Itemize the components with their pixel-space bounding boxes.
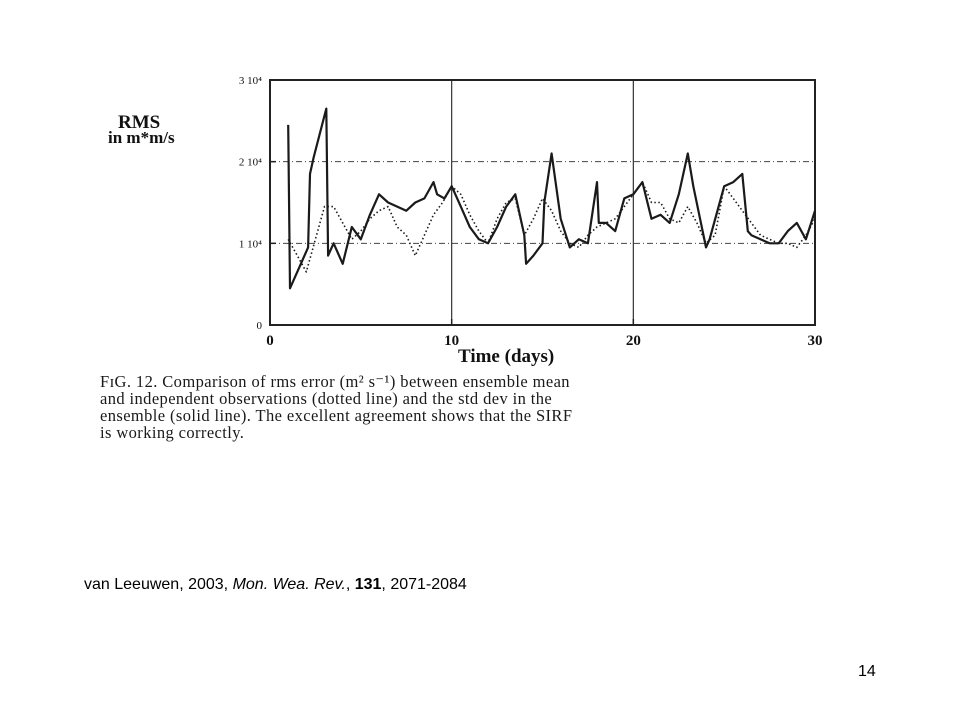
caption-line: FɪG. 12. Comparison of rms error (m² s⁻¹… xyxy=(100,372,570,391)
y-axis-label-line2: in m*m/s xyxy=(108,128,175,147)
x-tick-label: 0 xyxy=(266,333,274,349)
citation: van Leeuwen, 2003, Mon. Wea. Rev., 131, … xyxy=(84,576,467,594)
figure-caption: FɪG. 12. Comparison of rms error (m² s⁻¹… xyxy=(100,373,840,441)
x-tick-label: 20 xyxy=(626,333,641,349)
y-tick-label: 1 10⁴ xyxy=(239,238,262,250)
series-line-solid xyxy=(287,107,817,290)
series-line-dotted xyxy=(287,181,816,273)
citation-pages: , 2071-2084 xyxy=(381,576,467,593)
chart-ticks: 0 1 10⁴ 2 10⁴ 3 10⁴ 0 10 20 30 xyxy=(239,75,823,349)
citation-authors: van Leeuwen, 2003, xyxy=(84,576,229,593)
y-tick-label: 0 xyxy=(257,320,263,332)
chart-grid xyxy=(270,80,815,325)
caption-line: ensemble (solid line). The excellent agr… xyxy=(100,406,573,425)
y-axis-label-line1: RMS xyxy=(118,112,160,133)
citation-separator: , xyxy=(345,576,351,593)
page-number: 14 xyxy=(858,663,876,680)
x-tick-label: 10 xyxy=(444,333,459,349)
citation-volume: 131 xyxy=(354,576,382,593)
x-tick-label: 30 xyxy=(808,333,823,349)
citation-journal: Mon. Wea. Rev. xyxy=(232,576,346,593)
y-tick-label: 3 10⁴ xyxy=(239,75,262,87)
plot-frame xyxy=(269,79,816,326)
chart-series xyxy=(287,107,817,290)
x-axis-label: Time (days) xyxy=(458,346,554,367)
y-tick-label: 2 10⁴ xyxy=(239,157,262,169)
caption-line: is working correctly. xyxy=(100,423,245,442)
caption-line: and independent observations (dotted lin… xyxy=(100,389,553,408)
